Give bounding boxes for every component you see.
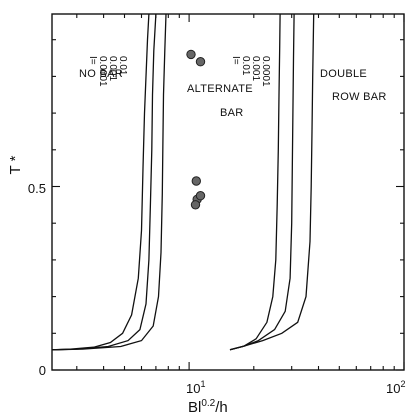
curve-right-1: [229, 13, 281, 351]
y-axis-title: T *: [7, 155, 24, 174]
curve-right-3: [229, 13, 315, 351]
curve-label-left-prefix: I=: [87, 56, 98, 65]
data-point-1: [186, 49, 196, 60]
curve-left-2: [51, 13, 157, 351]
data-point-6: [190, 200, 201, 210]
x-tick-label-10: 101: [186, 379, 205, 396]
region-label-bar: BAR: [220, 107, 244, 119]
x-axis-title-sup: 0.2: [201, 398, 215, 409]
data-point-2: [195, 57, 206, 67]
y-tick-label-0.5: 0.5: [28, 181, 46, 196]
plot-frame: [51, 13, 405, 371]
region-label-alternate: ALTERNATE: [187, 83, 253, 95]
curve-label-right-1: 0.01: [240, 56, 251, 76]
region-label-double: DOUBLE: [320, 68, 367, 80]
x-axis-title-tail: /h: [215, 399, 228, 416]
x-tick-base: 10: [186, 381, 200, 396]
curve-label-right-2: 0.001: [250, 56, 261, 81]
ticks: [52, 14, 405, 371]
y-tick-label-0: 0: [39, 363, 46, 378]
curve-label-left-2: 0.001: [107, 56, 118, 81]
curves: [51, 13, 315, 351]
x-axis-title-base: Bl: [188, 399, 201, 416]
x-tick-exp: 1: [200, 379, 205, 389]
x-tick-exp: 2: [400, 379, 405, 389]
curve-label-right-prefix: I=: [230, 56, 241, 65]
region-label-row-bar: ROW BAR: [332, 91, 387, 103]
data-point-3: [191, 176, 202, 186]
curve-label-right-3: 0.0001: [260, 56, 271, 87]
x-tick-label-100: 102: [386, 379, 405, 396]
curve-label-left-3: 0.01: [117, 56, 128, 76]
curve-label-left-1: 0.0001: [97, 56, 108, 87]
data-point-5: [195, 191, 206, 201]
x-axis-title: Bl0.2/h: [188, 398, 228, 416]
x-tick-base: 10: [386, 381, 400, 396]
curve-right-2: [229, 13, 295, 351]
region-label-no-bar: NO BAR: [79, 68, 123, 80]
curve-left-3: [51, 13, 167, 351]
data-points: [186, 49, 206, 210]
